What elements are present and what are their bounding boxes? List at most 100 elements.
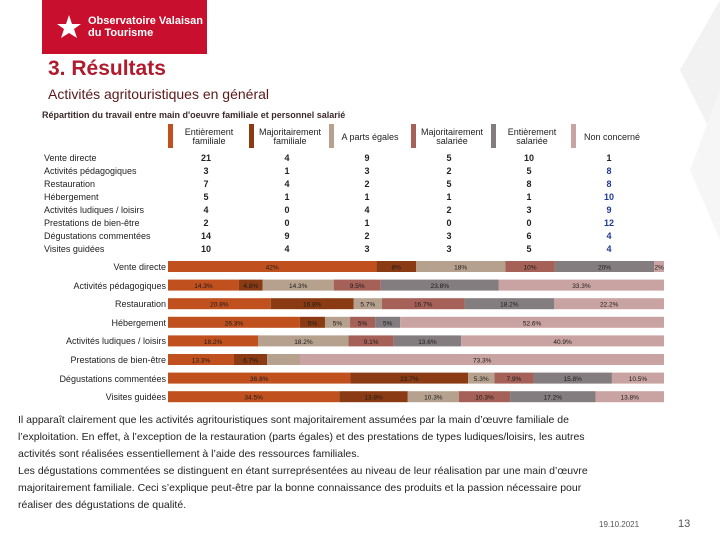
bar-data-label: 9.5%	[350, 283, 365, 290]
bar-segment	[494, 372, 534, 384]
bar-data-label: 10.3%	[475, 395, 494, 402]
table-cell: 1	[606, 153, 612, 163]
table-cell: 3	[526, 205, 532, 215]
chart-canvas: 42% 8% 18% 10% 20% 2% 14.3% 4.8% 14.3% 9.5% 23.8% 3…	[168, 124, 664, 403]
column-swatch	[491, 124, 496, 148]
bar-segment	[461, 335, 664, 347]
logo: Observatoire Valaisan du Tourisme	[42, 0, 207, 54]
bar-segment	[350, 316, 376, 328]
bar-data-label: 5%	[333, 320, 343, 327]
bar-segment	[267, 354, 301, 365]
bar-segment	[464, 298, 555, 310]
bar-data-label: 42%	[266, 265, 279, 272]
bar-segment	[238, 279, 263, 291]
bar-segment	[348, 335, 394, 347]
table-cell: 7	[203, 179, 209, 189]
table-cell: 4	[606, 244, 612, 254]
bar-segment	[458, 391, 511, 403]
column-swatch	[249, 124, 254, 148]
bar-segment	[258, 335, 349, 347]
table-cell: 3	[446, 231, 452, 241]
table-cell: 4	[284, 179, 290, 189]
body-paragraph-1: Il apparaît clairement que les activités…	[18, 414, 585, 460]
table-row-label: Prestations de bien-être	[44, 218, 140, 228]
table-cell: 4	[203, 205, 209, 215]
page-number: 13	[678, 518, 691, 530]
page-title: 3. Résultats	[48, 57, 166, 80]
bar-data-label: 16.7%	[414, 302, 433, 309]
bar-segment	[554, 298, 664, 310]
bar-segment	[333, 279, 381, 291]
bar-data-label: 10.3%	[424, 395, 443, 402]
table-cell: 1	[284, 192, 290, 202]
bar-data-label: 5.3%	[474, 376, 489, 383]
page-subtitle: Activités agritouristiques en général	[48, 86, 270, 102]
body-paragraph-2: Les dégustations commentées se distingue…	[18, 465, 588, 511]
column-swatch	[411, 124, 416, 148]
bar-data-label: 4.8%	[243, 283, 258, 290]
chart-category-label: Dégustations commentées	[59, 373, 166, 384]
bar-data-label: 6.7%	[243, 358, 258, 365]
chart-category-label: Activités pédagogiques	[73, 280, 166, 291]
table-cell: 6	[526, 231, 532, 241]
bar-segment	[233, 354, 268, 365]
bar-data-label: 2%	[654, 265, 664, 272]
bar-segment	[168, 279, 239, 291]
table-row-label: Dégustations commentées	[44, 231, 151, 241]
table-row-label: Activités ludiques / loisirs	[44, 205, 145, 215]
bar-data-label: 7.9%	[507, 376, 522, 383]
table-cell: 1	[526, 192, 532, 202]
bar-data-label: 22.2%	[600, 302, 619, 309]
bar-data-label: 14.3%	[289, 283, 308, 290]
column-swatch	[571, 124, 576, 148]
logo-line-2: du Tourisme	[88, 27, 154, 39]
table-cell: 9	[606, 205, 612, 215]
table-cell: 3	[364, 166, 370, 176]
bar-data-label: 13.8%	[621, 395, 640, 402]
bar-data-label: 13.3%	[192, 358, 211, 365]
bar-segment	[595, 391, 664, 403]
table-cell: 21	[200, 153, 211, 163]
table-cell: 2	[364, 179, 370, 189]
table-cell: 8	[606, 179, 612, 189]
table-row-label: Restauration	[44, 179, 96, 189]
table-cell: 3	[364, 244, 370, 254]
table-cell: 10	[603, 192, 614, 202]
table-column-header: Entièrement salariée	[507, 127, 557, 146]
logo-line-1: Observatoire Valaisan	[88, 15, 203, 27]
table-cell: 12	[603, 218, 614, 228]
bar-data-label: 5%	[358, 320, 368, 327]
bar-data-label: 5%	[383, 320, 393, 327]
bar-segment	[324, 316, 351, 328]
table-cell: 0	[526, 218, 532, 228]
chart-category-label: Hébergement	[111, 317, 166, 328]
table-row-label: Vente directe	[44, 153, 97, 163]
bar-data-label: 15.8%	[564, 376, 583, 383]
table-cell: 5	[446, 153, 452, 163]
table-row-label: Hébergement	[44, 192, 99, 202]
table-column-header: A parts égales	[341, 131, 399, 142]
bar-data-label: 17.2%	[544, 395, 563, 402]
table-cell: 2	[446, 205, 452, 215]
bar-data-label: 20%	[598, 265, 611, 272]
bar-segment	[300, 354, 664, 365]
bar-segment	[554, 261, 655, 272]
chart-category-label: Prestations de bien-être	[70, 355, 166, 365]
bar-data-label: 5.7%	[360, 302, 375, 309]
table-cell: 4	[284, 153, 290, 163]
table-cell: 9	[364, 153, 370, 163]
table-cell: 5	[526, 166, 532, 176]
column-swatch	[329, 124, 334, 148]
chart-category-label: Visites guidées	[105, 392, 166, 403]
bar-data-label: 13.8%	[364, 395, 383, 402]
figure-title: Répartition du travail entre main d'oeuv…	[42, 110, 346, 120]
bar-segment	[376, 261, 416, 272]
table-cell: 8	[526, 179, 532, 189]
bar-data-label: 8%	[391, 265, 401, 272]
table-cell: 2	[203, 218, 209, 228]
bar-data-label: 10%	[524, 265, 537, 272]
bar-segment	[533, 372, 612, 384]
results-figure: 42% 8% 18% 10% 20% 2% 14.3% 4.8% 14.3% 9.5% 23.8% 3…	[38, 106, 670, 404]
bar-segment	[468, 372, 495, 384]
bar-data-label: 23.7%	[400, 376, 419, 383]
